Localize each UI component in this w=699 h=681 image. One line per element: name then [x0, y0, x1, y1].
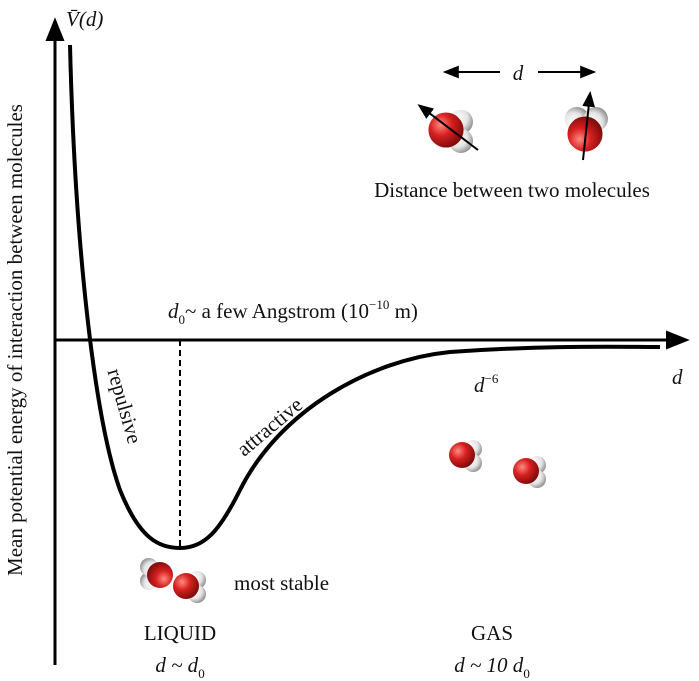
attractive-label: attractive — [232, 392, 307, 461]
tail-annotation: d−6 — [474, 371, 499, 397]
molecule — [513, 456, 546, 488]
tail-d: d — [474, 373, 485, 397]
y-axis-label: Mean potential energy of interaction bet… — [3, 104, 27, 576]
relation-sub: 0 — [198, 666, 205, 681]
scale-sup: −10 — [369, 297, 389, 312]
dipole-arrow — [582, 90, 596, 161]
scale-unit: m) — [389, 299, 418, 323]
molecule — [449, 440, 482, 472]
dipole-arrow — [417, 104, 479, 151]
phase-relation: d ~ d0 — [155, 653, 204, 681]
scale-sub: 0 — [179, 312, 186, 327]
phase-name: LIQUID — [144, 621, 216, 645]
relation-text: d ~ d — [155, 653, 198, 677]
x-axis-symbol: d — [672, 365, 683, 389]
separation-symbol: d — [513, 61, 524, 85]
minimum-label: most stable — [234, 571, 329, 595]
scale-d: d — [168, 299, 179, 323]
molecule — [173, 571, 206, 603]
scale-annotation: d0~ a few Angstrom (10−10 m) — [168, 297, 418, 327]
scale-text: ~ a few Angstrom (10 — [185, 299, 369, 323]
molecule — [140, 558, 173, 590]
y-axis-symbol: V̄(d) — [66, 7, 103, 31]
phase-name: GAS — [471, 621, 513, 645]
repulsive-label: repulsive — [103, 366, 147, 447]
tail-sup: −6 — [485, 371, 499, 386]
phase-relation: d ~ 10 d0 — [454, 653, 530, 681]
relation-text: d ~ 10 d — [454, 653, 524, 677]
separation-caption: Distance between two molecules — [374, 178, 650, 202]
potential-curve — [68, 44, 661, 551]
relation-sub: 0 — [523, 666, 530, 681]
